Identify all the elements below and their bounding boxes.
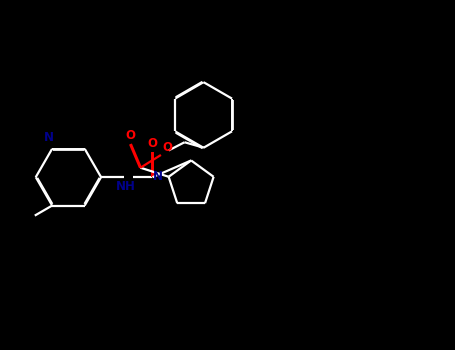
Text: N: N xyxy=(43,131,53,145)
Text: O: O xyxy=(126,129,136,142)
Text: O: O xyxy=(162,141,172,154)
Text: N: N xyxy=(153,170,163,183)
Text: NH: NH xyxy=(116,180,136,193)
Text: O: O xyxy=(147,137,157,150)
